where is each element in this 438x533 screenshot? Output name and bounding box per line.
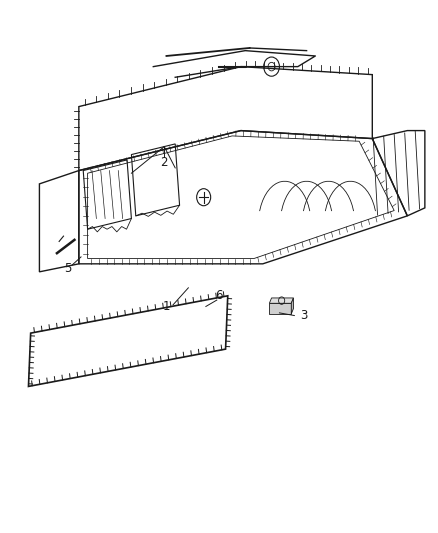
Polygon shape [269,303,291,314]
Text: 6: 6 [215,289,223,302]
Polygon shape [269,298,293,303]
Polygon shape [291,298,293,314]
Text: 1: 1 [162,300,170,313]
Text: 2: 2 [160,156,168,169]
Text: 3: 3 [300,309,307,322]
Text: 5: 5 [64,262,71,274]
